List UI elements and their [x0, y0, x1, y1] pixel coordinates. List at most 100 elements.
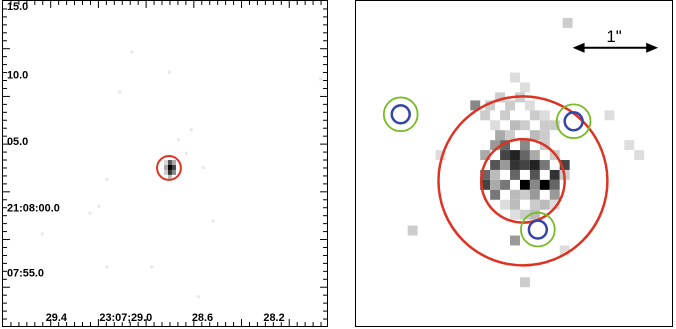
left-source-pixel — [171, 169, 176, 175]
right-image-pixel — [500, 160, 511, 170]
right-image-pixel — [549, 199, 560, 210]
y-tick-label-4: 21:08:00.0 — [7, 203, 60, 215]
right-image-pixel — [480, 110, 491, 121]
right-image-pixel — [495, 92, 506, 103]
right-image-pixel — [510, 160, 520, 170]
left-bg-pixel — [319, 77, 323, 81]
right-image-pixel — [519, 209, 530, 220]
right-image-pixel — [505, 130, 515, 141]
right-image-pixel — [529, 130, 540, 141]
right-image-pixel — [510, 189, 520, 200]
y-tick-label-2: 10.0 — [7, 70, 28, 82]
right-image-pixel — [500, 110, 511, 121]
right-image-pixel — [539, 120, 550, 131]
right-image-pixel — [490, 140, 501, 151]
blue-circle-bottom — [527, 219, 549, 240]
right-image-pixel — [480, 169, 491, 180]
left-bg-pixel — [130, 50, 134, 54]
right-image-pixel — [470, 100, 481, 111]
left-bg-pixel — [97, 204, 101, 208]
scale-bar-left-arrow — [572, 42, 585, 53]
left-bg-pixel — [196, 295, 200, 299]
left-source-pixel — [167, 164, 172, 170]
right-image-pixel — [549, 120, 560, 131]
right-image-pixel — [505, 100, 515, 111]
left-bg-pixel — [184, 152, 188, 156]
y-tick-label-1: 15.0 — [7, 1, 28, 13]
right-image-pixel — [529, 199, 540, 210]
left-source-pixel — [171, 160, 176, 165]
x-tick-label-1: 29.4 — [46, 312, 68, 324]
right-image-pixel — [559, 245, 570, 256]
source-aperture-circle — [156, 155, 182, 181]
left-bg-pixel — [88, 211, 92, 215]
right-image-pixel — [495, 130, 506, 141]
right-image-pixel — [519, 277, 530, 288]
scale-bar: 1" — [572, 27, 659, 53]
right-image-pixel — [539, 110, 550, 121]
right-image-pixel — [490, 179, 501, 190]
left-source-pixel — [167, 169, 172, 175]
blue-circle-right — [563, 111, 584, 132]
left-pixel-layer — [40, 50, 323, 299]
left-sky-image: 15.0 10.0 05.0 21:08:00.0 07:55.0 29.4 2… — [3, 1, 327, 326]
right-image-pixel — [549, 189, 560, 200]
right-image-pixel — [634, 150, 645, 161]
right-image-pixel — [539, 179, 550, 190]
left-bg-pixel — [40, 232, 44, 236]
right-image-pixel — [519, 160, 530, 170]
right-image-pixel — [519, 179, 530, 190]
right-image-pixel — [500, 150, 511, 161]
right-image-pixel — [490, 189, 501, 200]
x-tick-label-3: 28.6 — [192, 312, 213, 324]
right-image-pixel — [562, 17, 573, 28]
right-image-pixel — [529, 189, 540, 200]
x-tick-label-4: 28.2 — [263, 312, 284, 324]
left-source-pixel — [164, 169, 168, 175]
left-axis-ticks — [3, 1, 327, 326]
scale-bar-label: 1" — [606, 27, 621, 46]
left-bg-pixel — [150, 265, 154, 269]
right-image-pixel — [407, 225, 418, 236]
right-image-pixel — [529, 110, 540, 121]
y-tick-label-3: 05.0 — [7, 136, 28, 148]
right-image-pixel — [480, 150, 491, 161]
right-image-pixel — [529, 160, 540, 170]
outer-aperture-circle — [437, 95, 609, 267]
x-tick-label-2: 23:07;29.0 — [99, 312, 152, 324]
right-image-pixel — [539, 160, 550, 170]
right-image-pixel — [519, 120, 530, 131]
right-image-panel: 1" — [355, 0, 673, 327]
left-bg-pixel — [105, 265, 109, 269]
right-image-pixel — [500, 140, 511, 151]
green-circle-right — [555, 103, 592, 140]
left-bg-pixel — [118, 90, 122, 94]
right-image-pixel — [624, 140, 635, 151]
right-image-pixel — [510, 120, 520, 131]
green-circle-left — [382, 96, 419, 133]
right-image-pixel — [500, 179, 511, 190]
right-image-pixel — [480, 179, 491, 190]
blue-circle-left — [390, 104, 411, 125]
right-image-pixel — [490, 160, 501, 170]
right-zoomed-image: 1" — [382, 17, 659, 288]
right-image-pixel — [519, 82, 530, 93]
right-image-pixel — [559, 160, 570, 170]
green-circle-bottom — [520, 211, 556, 248]
right-image-pixel — [519, 189, 530, 200]
left-source-pixel — [167, 174, 172, 180]
left-source-pixel — [171, 164, 176, 170]
right-image-pixel — [529, 150, 540, 161]
right-image-pixel — [510, 235, 520, 246]
left-source-pixel — [167, 160, 172, 165]
left-bg-pixel — [167, 70, 171, 74]
right-image-pixel — [529, 209, 540, 220]
right-image-pixel — [510, 209, 520, 220]
right-image-pixel — [524, 100, 535, 111]
right-image-pixel — [549, 169, 560, 180]
left-bg-pixel — [211, 219, 215, 223]
scale-bar-right-arrow — [646, 42, 659, 53]
right-image-pixel — [435, 150, 446, 161]
y-tick-label-5: 07:55.0 — [7, 267, 44, 279]
left-source-pixel — [164, 164, 168, 170]
